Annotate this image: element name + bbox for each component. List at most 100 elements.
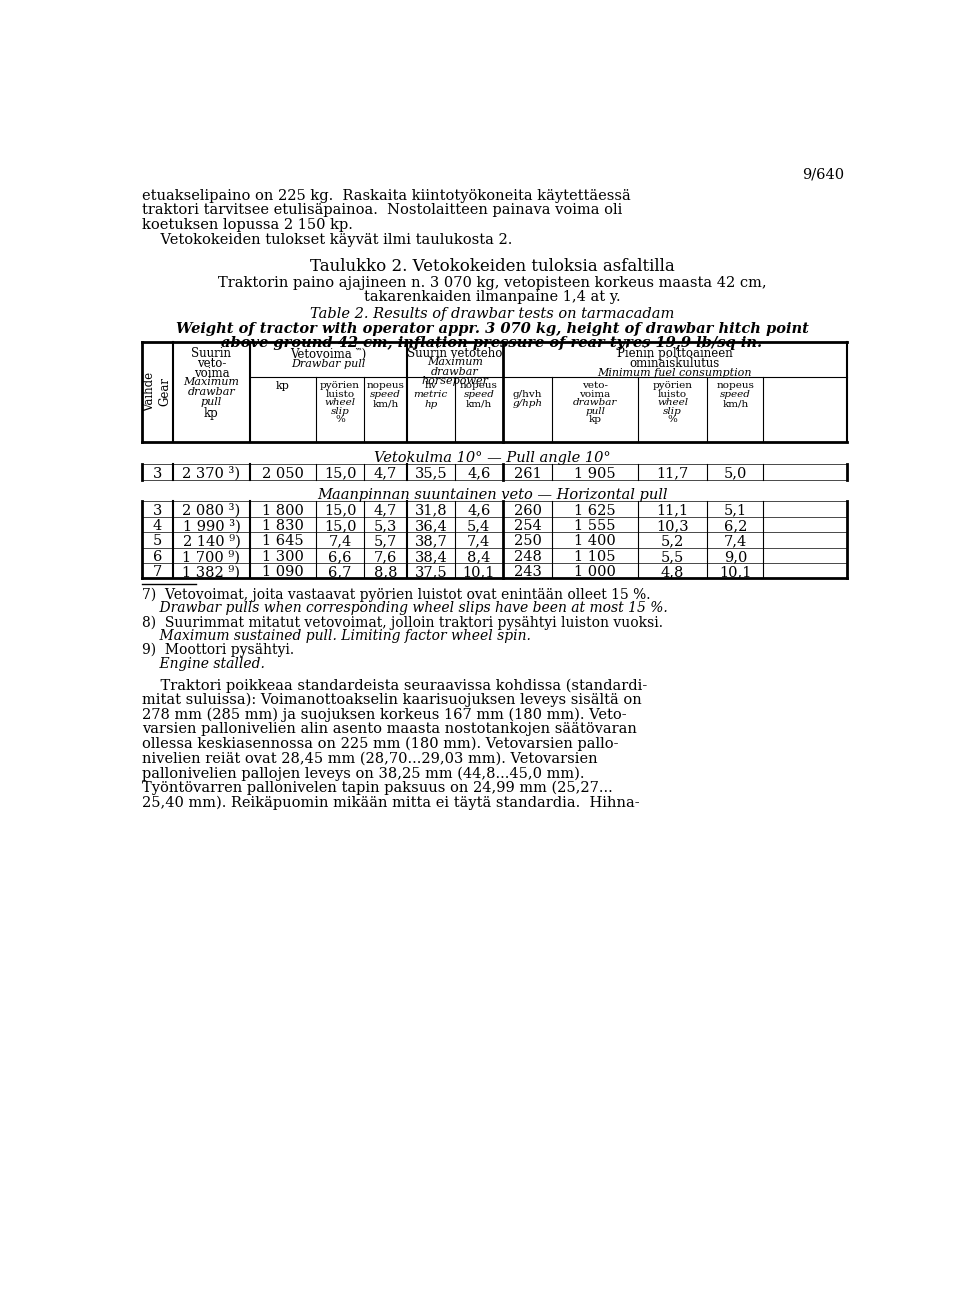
Text: %: % [335,416,345,423]
Text: nopeus: nopeus [460,382,498,390]
Text: 6,7: 6,7 [328,566,351,580]
Text: Suurin: Suurin [191,348,231,361]
Text: 278 mm (285 mm) ja suojuksen korkeus 167 mm (180 mm). Veto-: 278 mm (285 mm) ja suojuksen korkeus 167… [142,708,626,722]
Text: 1 400: 1 400 [574,534,616,549]
Text: pull: pull [201,397,222,408]
Text: 260: 260 [514,504,541,517]
Text: 5,3: 5,3 [373,519,397,533]
Text: Maximum: Maximum [183,378,239,387]
Text: Traktorin paino ajajineen n. 3 070 kg, vetopisteen korkeus maasta 42 cm,: Traktorin paino ajajineen n. 3 070 kg, v… [218,276,766,291]
Text: voima: voima [580,390,611,399]
Text: Vaihde
Gear: Vaihde Gear [143,371,171,412]
Text: 1 090: 1 090 [262,566,304,580]
Text: 9)  Moottori pysähtyi.: 9) Moottori pysähtyi. [142,642,294,658]
Text: 5,7: 5,7 [373,534,397,549]
Text: 4,7: 4,7 [373,504,397,517]
Text: luisto: luisto [325,390,354,399]
Text: 250: 250 [514,534,541,549]
Text: 4,8: 4,8 [660,566,684,580]
Text: above ground 42 cm, inflation pressure of rear tyres 19,9 lb/sq in.: above ground 42 cm, inflation pressure o… [222,336,762,349]
Text: 2 140 ⁹): 2 140 ⁹) [182,534,240,549]
Text: Maanpinnan suuntainen veto — Horizontal pull: Maanpinnan suuntainen veto — Horizontal … [317,489,667,502]
Text: 25,40 mm). Reikäpuomin mikään mitta ei täytä standardia.  Hihna-: 25,40 mm). Reikäpuomin mikään mitta ei t… [142,795,639,810]
Text: 1 645: 1 645 [262,534,304,549]
Text: 1 830: 1 830 [262,519,304,533]
Text: 5,2: 5,2 [660,534,684,549]
Text: nivelien reiät ovat 28,45 mm (28,70...29,03 mm). Vetovarsien: nivelien reiät ovat 28,45 mm (28,70...29… [142,752,597,766]
Text: veto-: veto- [197,357,227,370]
Text: 10,1: 10,1 [719,566,752,580]
Text: 6,6: 6,6 [328,550,352,564]
Text: hv: hv [424,382,437,390]
Text: 1 300: 1 300 [262,550,304,564]
Text: nopeus: nopeus [716,382,755,390]
Text: 4,6: 4,6 [468,466,491,481]
Text: ollessa keskiasennossa on 225 mm (180 mm). Vetovarsien pallo-: ollessa keskiasennossa on 225 mm (180 mm… [142,737,618,752]
Text: pyörien: pyörien [320,382,360,390]
Text: 15,0: 15,0 [324,519,356,533]
Text: 7,4: 7,4 [328,534,351,549]
Text: 248: 248 [514,550,541,564]
Text: 7,4: 7,4 [724,534,747,549]
Text: pallonivelien pallojen leveys on 38,25 mm (44,8...45,0 mm).: pallonivelien pallojen leveys on 38,25 m… [142,766,585,780]
Text: km/h: km/h [372,400,398,409]
Text: etuakselipaino on 225 kg.  Raskaita kiintotyökoneita käytettäessä: etuakselipaino on 225 kg. Raskaita kiint… [142,189,631,203]
Text: mitat suluissa): Voimanottoakselin kaarisuojuksen leveys sisältä on: mitat suluissa): Voimanottoakselin kaari… [142,693,641,708]
Text: Pienin polttoaineen: Pienin polttoaineen [617,348,732,361]
Text: 2 050: 2 050 [262,466,304,481]
Text: speed: speed [720,391,751,400]
Text: km/h: km/h [722,400,749,409]
Text: takarenkaiden ilmanpaine 1,4 at y.: takarenkaiden ilmanpaine 1,4 at y. [364,291,620,305]
Text: speed: speed [370,391,401,400]
Text: Drawbar pulls when corresponding wheel slips have been at most 15 %.: Drawbar pulls when corresponding wheel s… [142,602,667,615]
Text: 5: 5 [153,534,162,549]
Text: Vetovoima ‷): Vetovoima ‷) [290,348,367,361]
Text: 7,6: 7,6 [373,550,397,564]
Text: drawbar: drawbar [431,366,479,377]
Text: 10,3: 10,3 [657,519,689,533]
Text: veto-: veto- [582,382,608,390]
Text: 36,4: 36,4 [415,519,447,533]
Text: 4,6: 4,6 [468,504,491,517]
Text: 7)  Vetovoimat, joita vastaavat pyörien luistot ovat enintään olleet 15 %.: 7) Vetovoimat, joita vastaavat pyörien l… [142,588,650,602]
Text: km/h: km/h [466,400,492,409]
Text: Taulukko 2. Vetokokeiden tuloksia asfaltilla: Taulukko 2. Vetokokeiden tuloksia asfalt… [310,258,674,275]
Text: Työntövarren pallonivelen tapin paksuus on 24,99 mm (25,27...: Työntövarren pallonivelen tapin paksuus … [142,780,612,795]
Text: 7,4: 7,4 [468,534,491,549]
Text: 8,8: 8,8 [373,566,397,580]
Text: 35,5: 35,5 [415,466,447,481]
Text: 5,1: 5,1 [724,504,747,517]
Text: horsepower: horsepower [421,375,489,386]
Text: 38,4: 38,4 [415,550,447,564]
Text: slip: slip [331,407,349,416]
Text: wheel: wheel [324,399,355,407]
Text: 1 700 ⁹): 1 700 ⁹) [182,550,240,564]
Text: 1 990 ³): 1 990 ³) [182,519,240,533]
Text: 5,0: 5,0 [724,466,747,481]
Text: 7: 7 [153,566,162,580]
Text: 6: 6 [153,550,162,564]
Text: Maximum sustained pull. Limiting factor wheel spin.: Maximum sustained pull. Limiting factor … [142,629,531,644]
Text: kp: kp [276,382,290,391]
Text: drawbar: drawbar [187,387,235,397]
Text: 1 800: 1 800 [262,504,304,517]
Text: nopeus: nopeus [367,382,404,390]
Text: Drawbar pull: Drawbar pull [291,358,366,369]
Text: 9/640: 9/640 [802,167,844,181]
Text: g/hph: g/hph [513,399,542,408]
Text: 38,7: 38,7 [415,534,447,549]
Text: varsien pallonivelien alin asento maasta nostotankojen säätövaran: varsien pallonivelien alin asento maasta… [142,722,636,736]
Text: drawbar: drawbar [573,399,617,407]
Text: hp: hp [424,400,438,409]
Text: 31,8: 31,8 [415,504,447,517]
Text: 1 555: 1 555 [574,519,615,533]
Text: 10,1: 10,1 [463,566,495,580]
Text: voima: voima [194,367,229,380]
Text: ominaiskulutus: ominaiskulutus [630,357,720,370]
Text: luisto: luisto [658,390,687,399]
Text: kp: kp [588,416,602,423]
Text: Minimum fuel consumption: Minimum fuel consumption [598,369,752,378]
Text: 9,0: 9,0 [724,550,747,564]
Text: 1 105: 1 105 [574,550,615,564]
Text: 2 370 ³): 2 370 ³) [182,466,241,481]
